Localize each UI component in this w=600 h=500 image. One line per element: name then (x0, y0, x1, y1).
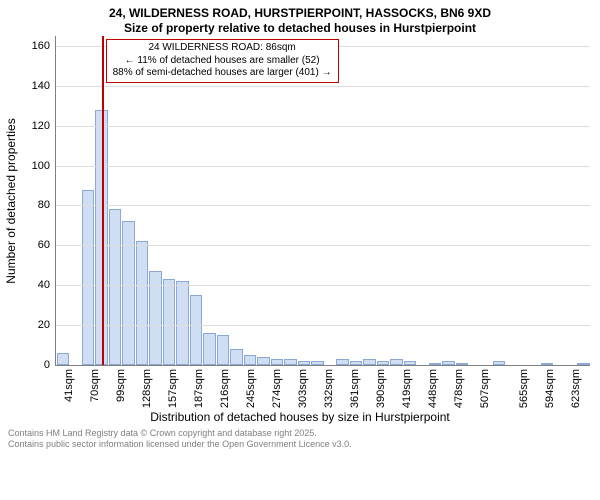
chart-container: Number of detached properties 0204060801… (55, 36, 590, 406)
gridline (56, 325, 590, 326)
histogram-bar (311, 361, 324, 365)
histogram-bar (284, 359, 297, 365)
histogram-bar (257, 357, 270, 365)
histogram-bar (377, 361, 390, 365)
histogram-bar (350, 361, 363, 365)
gridline (56, 285, 590, 286)
x-tick-label: 448sqm (427, 369, 439, 408)
plot-area: Number of detached properties 0204060801… (55, 36, 590, 366)
footer-line1: Contains HM Land Registry data © Crown c… (8, 428, 592, 439)
histogram-bar (456, 363, 469, 365)
histogram-bar (336, 359, 349, 365)
y-tick-label: 100 (32, 160, 56, 172)
histogram-bar (122, 221, 135, 365)
histogram-bar (577, 363, 590, 365)
x-tick-label: 332sqm (323, 369, 335, 408)
y-tick-label: 120 (32, 120, 56, 132)
gridline (56, 86, 590, 87)
histogram-bar (190, 295, 203, 365)
y-tick-label: 20 (38, 319, 56, 331)
annotation-line-0: 24 WILDERNESS ROAD: 86sqm (113, 42, 332, 55)
gridline (56, 205, 590, 206)
histogram-bar (230, 349, 243, 365)
x-tick-label: 41sqm (63, 369, 75, 402)
x-axis-title: Distribution of detached houses by size … (0, 410, 600, 424)
histogram-bar (136, 241, 149, 365)
histogram-bar (404, 361, 417, 365)
histogram-bar (541, 363, 554, 365)
x-tick-label: 245sqm (245, 369, 257, 408)
x-tick-label: 128sqm (141, 369, 153, 408)
x-tick-label: 70sqm (89, 369, 101, 402)
chart-title-block: 24, WILDERNESS ROAD, HURSTPIERPOINT, HAS… (0, 0, 600, 36)
annotation-box: 24 WILDERNESS ROAD: 86sqm← 11% of detach… (106, 39, 339, 83)
y-tick-label: 80 (38, 199, 56, 211)
x-tick-label: 565sqm (518, 369, 530, 408)
x-tick-label: 187sqm (193, 369, 205, 408)
histogram-bar (363, 359, 376, 365)
y-tick-label: 40 (38, 279, 56, 291)
gridline (56, 245, 590, 246)
histogram-bar (163, 279, 176, 365)
y-tick-label: 60 (38, 239, 56, 251)
x-tick-label: 274sqm (271, 369, 283, 408)
histogram-bar (176, 281, 189, 365)
histogram-bar (109, 209, 122, 365)
chart-title-line1: 24, WILDERNESS ROAD, HURSTPIERPOINT, HAS… (0, 6, 600, 21)
histogram-bar (217, 335, 230, 365)
x-tick-label: 623sqm (570, 369, 582, 408)
histogram-bar (493, 361, 506, 365)
property-marker-line (102, 36, 104, 365)
histogram-bar (57, 353, 70, 365)
x-tick-label: 303sqm (297, 369, 309, 408)
x-tick-label: 507sqm (479, 369, 491, 408)
x-tick-label: 216sqm (219, 369, 231, 408)
chart-footer: Contains HM Land Registry data © Crown c… (0, 424, 600, 451)
histogram-bar (271, 359, 284, 365)
x-tick-label: 419sqm (401, 369, 413, 408)
x-tick-label: 594sqm (544, 369, 556, 408)
y-tick-label: 160 (32, 40, 56, 52)
histogram-bar (442, 361, 455, 365)
histogram-bar (390, 359, 403, 365)
y-tick-label: 140 (32, 80, 56, 92)
footer-line2: Contains public sector information licen… (8, 439, 592, 450)
x-tick-label: 361sqm (349, 369, 361, 408)
y-tick-label: 0 (44, 359, 56, 371)
annotation-line-1: ← 11% of detached houses are smaller (52… (113, 55, 332, 68)
histogram-bar (298, 361, 311, 365)
histogram-bar (203, 333, 216, 365)
histogram-bar (82, 190, 95, 365)
histogram-bar (429, 363, 442, 365)
gridline (56, 166, 590, 167)
x-tick-label: 390sqm (375, 369, 387, 408)
histogram-bar (244, 355, 257, 365)
y-axis-title: Number of detached properties (4, 118, 18, 283)
chart-title-line2: Size of property relative to detached ho… (0, 21, 600, 36)
gridline (56, 126, 590, 127)
x-tick-label: 157sqm (167, 369, 179, 408)
x-tick-label: 478sqm (453, 369, 465, 408)
annotation-line-2: 88% of semi-detached houses are larger (… (113, 67, 332, 80)
x-tick-label: 99sqm (115, 369, 127, 402)
